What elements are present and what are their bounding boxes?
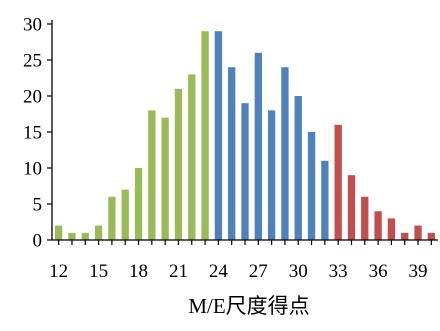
x-tick-label: 21 xyxy=(169,261,188,282)
bar-21 xyxy=(174,88,183,240)
y-tick-label: 15 xyxy=(23,123,42,144)
bar-16 xyxy=(108,196,116,240)
bar-25 xyxy=(228,67,236,240)
x-tick-label: 30 xyxy=(289,261,308,282)
y-tick-label: 5 xyxy=(33,195,43,216)
bar-19 xyxy=(148,110,156,241)
bar-20 xyxy=(161,117,169,240)
y-tick-label: 30 xyxy=(23,15,42,36)
bar-34 xyxy=(347,175,356,240)
bar-23 xyxy=(201,31,209,241)
bars-group xyxy=(54,31,435,241)
bar-32 xyxy=(321,160,329,240)
bar-22 xyxy=(188,74,196,241)
x-tick-label: 39 xyxy=(409,261,428,282)
x-tick-label: 12 xyxy=(49,261,68,282)
y-tick-label: 0 xyxy=(33,231,43,252)
bar-29 xyxy=(281,67,289,240)
bar-39 xyxy=(414,225,422,240)
bar-15 xyxy=(94,225,103,240)
x-tick-label: 24 xyxy=(209,261,229,282)
x-tick-label: 33 xyxy=(329,261,348,282)
bar-38 xyxy=(401,232,409,240)
y-tick-label: 25 xyxy=(23,51,42,72)
bar-12 xyxy=(54,225,63,240)
bar-40 xyxy=(427,232,435,240)
x-tick-label: 36 xyxy=(369,261,388,282)
y-axis-ticks: 0 5 10 15 20 25 30 xyxy=(23,15,52,252)
x-axis-title: M/E尺度得点 xyxy=(188,294,309,318)
x-axis-ticks: 12 15 18 21 24 27 30 33 36 39 xyxy=(49,240,432,282)
bar-36 xyxy=(374,211,382,240)
bar-35 xyxy=(361,196,369,240)
x-tick-label: 18 xyxy=(129,261,148,282)
bar-24 xyxy=(214,31,223,241)
bar-28 xyxy=(267,110,276,241)
bar-37 xyxy=(387,218,396,240)
x-tick-label: 27 xyxy=(249,261,268,282)
y-tick-label: 10 xyxy=(23,159,42,180)
bar-17 xyxy=(121,189,129,240)
bar-27 xyxy=(254,52,262,240)
bar-14 xyxy=(81,232,89,240)
y-tick-label: 20 xyxy=(23,87,42,108)
bar-33 xyxy=(334,124,342,240)
x-tick-label: 15 xyxy=(89,261,108,282)
bar-30 xyxy=(294,96,302,240)
bar-31 xyxy=(307,132,316,240)
bar-13 xyxy=(68,232,76,240)
bar-18 xyxy=(134,168,143,240)
bar-26 xyxy=(241,103,249,240)
